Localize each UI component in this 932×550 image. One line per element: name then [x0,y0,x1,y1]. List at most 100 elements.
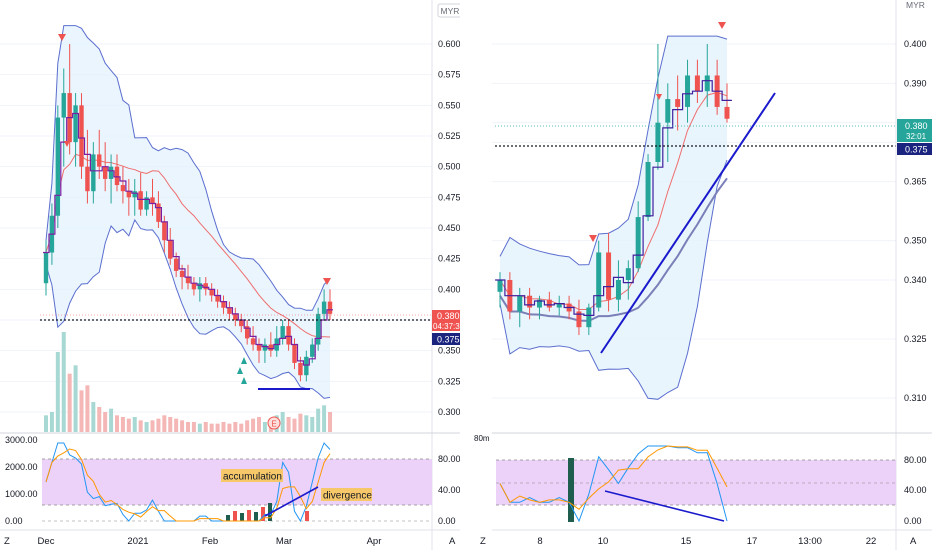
earnings-event-marker[interactable] [267,416,281,430]
right-price-tick: 0.340 [904,275,927,285]
left-candle-body [173,258,179,271]
right-price-tag-countdown: 32:01 [906,132,927,141]
left-candle-body [286,326,291,345]
left-price-tick: 0.575 [438,70,461,80]
right-candle-body [685,75,691,107]
left-level-tag-value: 0.375 [437,335,460,345]
left-candle-body [126,191,132,198]
left-volume-bar [280,412,285,432]
right-candle-body [596,252,602,308]
left-volume-bar [233,422,238,432]
right-oscillator-spike [568,458,574,522]
right-oscillator-tick: 0.00 [904,516,922,526]
left-volume-bar [292,418,297,432]
right-price-tag-value: 0.380 [905,121,928,131]
right-sell-marker [718,22,726,29]
right-price-tag [897,119,932,142]
panel-divider [460,0,492,550]
accumulation-label-box [221,469,283,482]
left-volume-bar [286,417,291,432]
right-axis-a-button[interactable]: A [910,536,917,547]
left-candle-body [256,344,262,351]
left-volume-bar [298,413,303,432]
right-oscillator-label: 80m [474,434,490,443]
left-volume-bar [186,422,190,432]
left-volume-bar [97,407,102,432]
left-candle-body [327,301,333,314]
left-candle-body [268,344,274,351]
left-indicator-tick: 2000.00 [5,462,38,472]
left-axis-a-button[interactable]: A [449,536,456,547]
left-price-tick: 0.300 [438,407,461,417]
right-candle-body [517,295,523,312]
left-indicator-tick: 3000.00 [5,435,38,445]
left-volume-bar [262,422,267,432]
left-axis-z-button[interactable]: Z [4,536,10,547]
right-time-tick: 8 [537,536,542,547]
right-price-tick: 0.310 [904,393,927,403]
left-volume-bar [191,422,196,432]
right-candle-body [536,299,542,308]
right-trend-line [600,92,776,354]
left-candle-body [132,191,137,198]
left-volume-bar [239,423,244,432]
right-sell-marker [656,94,662,100]
left-volume-bar [304,415,309,432]
left-candle-body [43,252,49,284]
left-oscillator-bar [233,511,237,521]
left-chart-panel[interactable]: E MYR 0.600 0.575 0.550 0.525 0.500 0.475 0.45… [0,0,463,550]
left-candle-body [233,313,238,320]
left-candle-body [203,283,208,290]
left-price-tick: 0.450 [438,223,461,233]
right-chart-panel[interactable]: MYR 0.4000.3900.3650.3500.3400.3250.310 … [474,0,932,550]
left-candle-body [221,301,226,308]
left-volume-bar [180,420,185,432]
left-oscillator-bar [268,503,272,521]
left-candle-body [185,277,191,284]
right-candle-body [704,75,710,92]
right-candle-body [527,295,533,308]
left-price-tick: 0.500 [438,162,461,172]
left-candle-body [244,326,250,339]
left-candle-body [168,240,173,259]
left-candle-body [144,197,149,210]
left-bollinger-upper [45,25,331,311]
right-oscillator-zone [496,460,896,505]
left-volume-bar [251,418,256,432]
left-volume-bar [91,402,96,432]
left-candle-body [97,154,102,167]
left-bollinger-band-fill [46,25,330,399]
left-oscillator-ticks: 80.00 40.00 0.00 [438,454,461,526]
left-oscillator-bar [240,513,244,521]
left-volume-bar [168,417,173,432]
left-candle-body [162,221,167,241]
left-indicator-tick: 1000.00 [5,489,38,499]
left-volume-bar [115,415,119,432]
right-price-ticks: 0.400 0.390 0.365 0.350 0.340 0.325 0.310 [904,39,927,403]
right-step-line [495,80,732,316]
left-candle-body [304,356,309,376]
left-candle-body [73,105,78,143]
right-time-ticks: 8 10 15 17 13:00 22 [537,536,876,547]
right-oscillator-tick: 80.00 [904,455,927,465]
left-price-tag-value: 0.380 [437,311,460,321]
left-candle-body [108,166,114,179]
left-oscillator-bar [261,507,265,521]
left-volume-bar [316,408,321,432]
left-time-tick: 2021 [127,536,148,547]
left-oscillator-bar [226,515,230,521]
left-price-tick: 0.550 [438,100,461,110]
right-price-tick: 0.390 [904,78,927,88]
left-candle-body [250,338,256,345]
left-candle-body [197,283,203,290]
left-candle-body [120,185,126,192]
left-volume-bar [227,423,232,432]
right-candle-body [724,106,730,119]
left-volume-bar [79,390,84,432]
right-divergence-line [604,490,725,522]
right-price-tick: 0.400 [904,39,927,49]
right-price-tick: 0.350 [904,236,927,246]
left-price-tick: 0.600 [438,39,461,49]
right-axis-z-button[interactable]: Z [480,536,486,547]
